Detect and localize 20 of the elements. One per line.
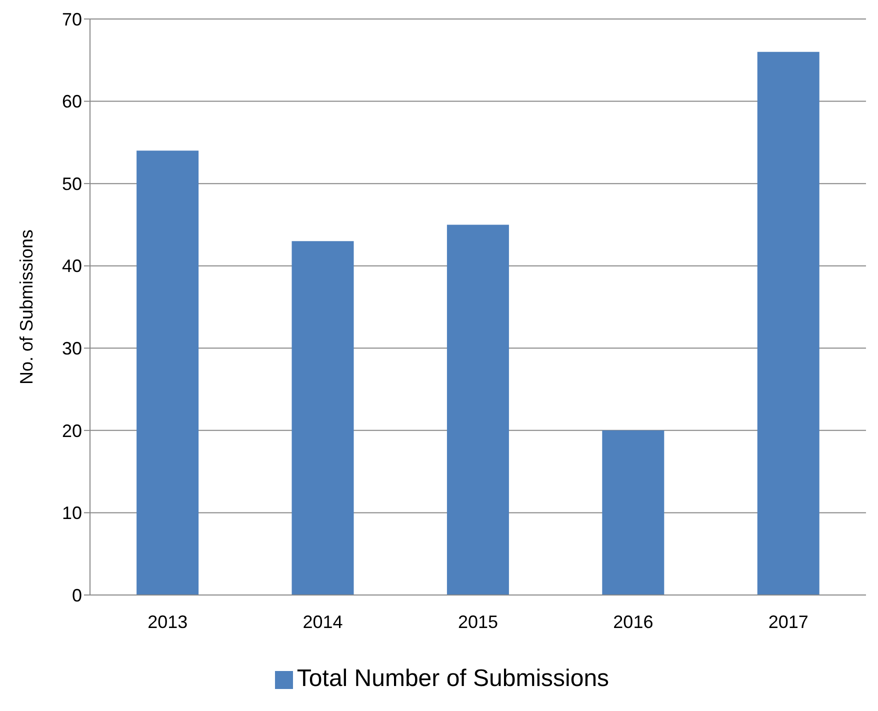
- x-tick-label: 2015: [458, 612, 498, 632]
- y-tick-label: 50: [62, 174, 82, 194]
- x-tick-label: 2016: [613, 612, 654, 632]
- bar: [136, 150, 199, 595]
- bar: [602, 430, 664, 595]
- y-tick-label: 70: [62, 9, 82, 30]
- y-tick-label: 20: [62, 420, 82, 441]
- x-tick-label: 2017: [768, 612, 808, 632]
- bar: [757, 52, 820, 595]
- y-axis-title: No. of Submissions: [16, 229, 36, 385]
- x-tick-label: 2014: [302, 612, 343, 632]
- y-tick-label: 30: [62, 338, 82, 359]
- x-tick-label: 2013: [148, 612, 188, 632]
- legend-label: Total Number of Submissions: [296, 665, 610, 692]
- bar: [292, 241, 354, 595]
- bar: [446, 224, 509, 595]
- y-tick-label: 40: [62, 256, 82, 276]
- y-tick-label: 0: [72, 585, 82, 606]
- y-tick-label: 10: [62, 503, 82, 524]
- y-tick-label: 60: [62, 92, 82, 112]
